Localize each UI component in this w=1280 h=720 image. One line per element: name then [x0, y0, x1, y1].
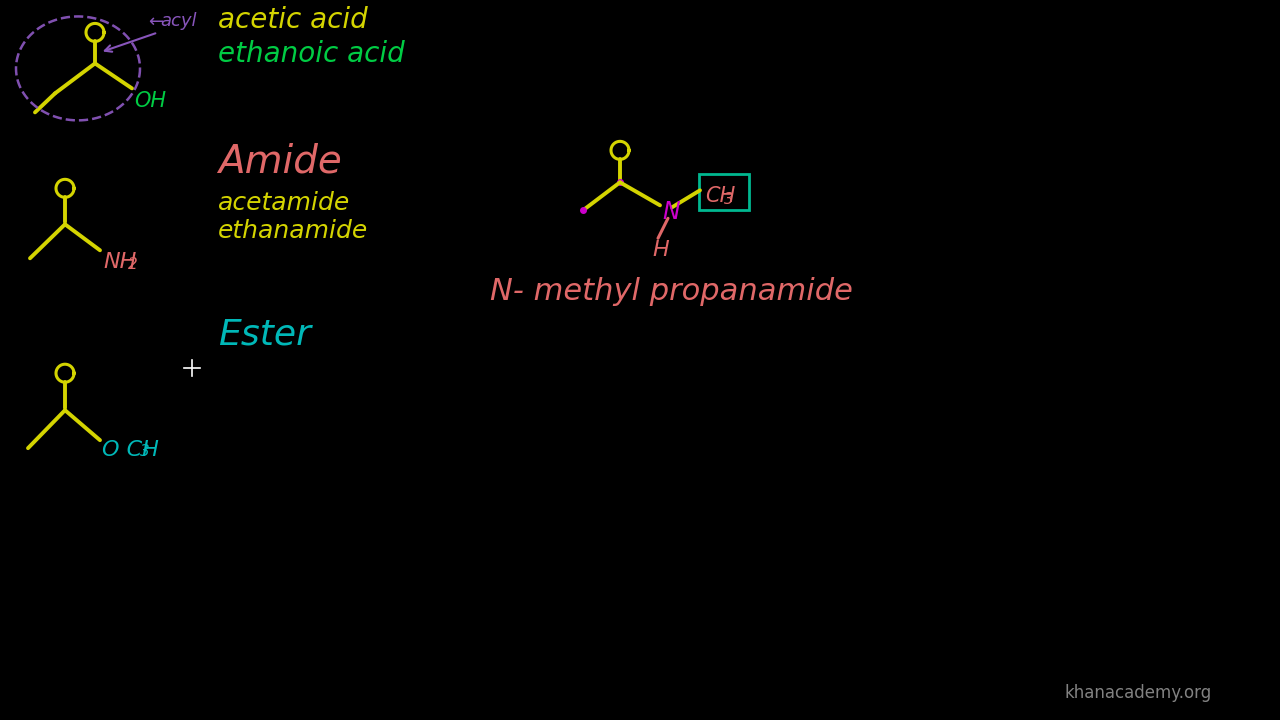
Text: N- methyl propanamide: N- methyl propanamide: [490, 277, 852, 306]
Text: N: N: [662, 200, 680, 225]
Text: ethanoic acid: ethanoic acid: [218, 40, 404, 68]
Text: ←: ←: [148, 12, 163, 30]
Text: OH: OH: [134, 91, 166, 112]
Text: Amide: Amide: [218, 143, 342, 180]
Text: acyl: acyl: [160, 12, 197, 30]
Text: acetamide: acetamide: [218, 192, 351, 215]
Text: NH: NH: [102, 252, 137, 272]
Text: O CH: O CH: [102, 440, 159, 460]
Text: Ester: Ester: [218, 318, 311, 351]
Text: 3: 3: [140, 444, 150, 459]
Text: 2: 2: [128, 257, 138, 272]
Text: ethanamide: ethanamide: [218, 220, 369, 243]
Text: acetic acid: acetic acid: [218, 6, 367, 35]
Text: khanacademy.org: khanacademy.org: [1065, 684, 1212, 702]
Text: 3: 3: [724, 192, 733, 207]
Text: H: H: [652, 240, 668, 261]
Text: CH: CH: [705, 186, 736, 207]
